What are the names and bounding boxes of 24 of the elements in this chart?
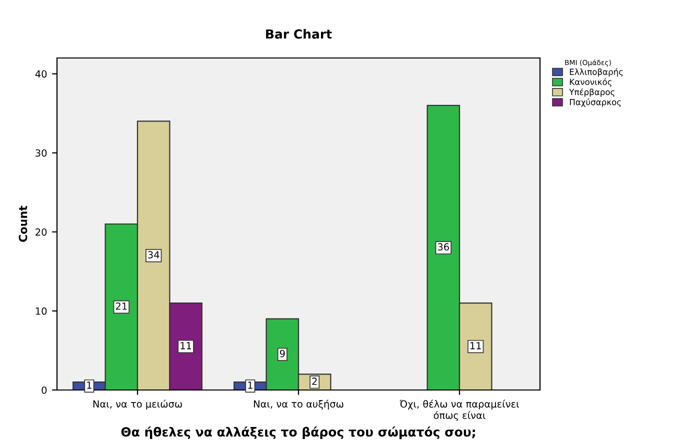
legend-label: Ελλιποβαρής (570, 68, 623, 77)
y-tick-label: 40 (35, 70, 47, 78)
y-tick-label: 10 (36, 307, 47, 315)
x-axis-title: Θα ήθελες να αλλάξεις το βάρος του σώματός σου; (121, 426, 475, 440)
data-label: 36 (438, 243, 449, 251)
y-tick-label: 30 (36, 149, 47, 157)
data-label: 11 (470, 342, 481, 350)
y-axis-title: Count (18, 206, 28, 242)
data-label: 9 (280, 350, 285, 358)
x-tick-label: Όχι, θέλω να παραμείνει όπως είναι (400, 400, 519, 421)
data-label: 2 (312, 378, 317, 385)
y-tick-label: 0 (42, 386, 47, 394)
x-tick-label: Ναι, να το μειώσω (93, 400, 182, 410)
data-label: 34 (148, 251, 160, 258)
x-tick-label: Ναι, να το αυξήσω (254, 400, 344, 410)
y-tick-label: 20 (36, 228, 47, 236)
data-label: 1 (87, 382, 92, 389)
data-label: 21 (116, 302, 127, 310)
legend-label: Κανονικός (570, 78, 612, 87)
data-label: 1 (248, 382, 252, 389)
chart-title: Bar Chart (266, 29, 332, 39)
legend-label: Υπέρβαρος (569, 88, 614, 97)
legend-label: Παχύσαρκος (570, 98, 621, 107)
data-label: 11 (180, 342, 192, 350)
